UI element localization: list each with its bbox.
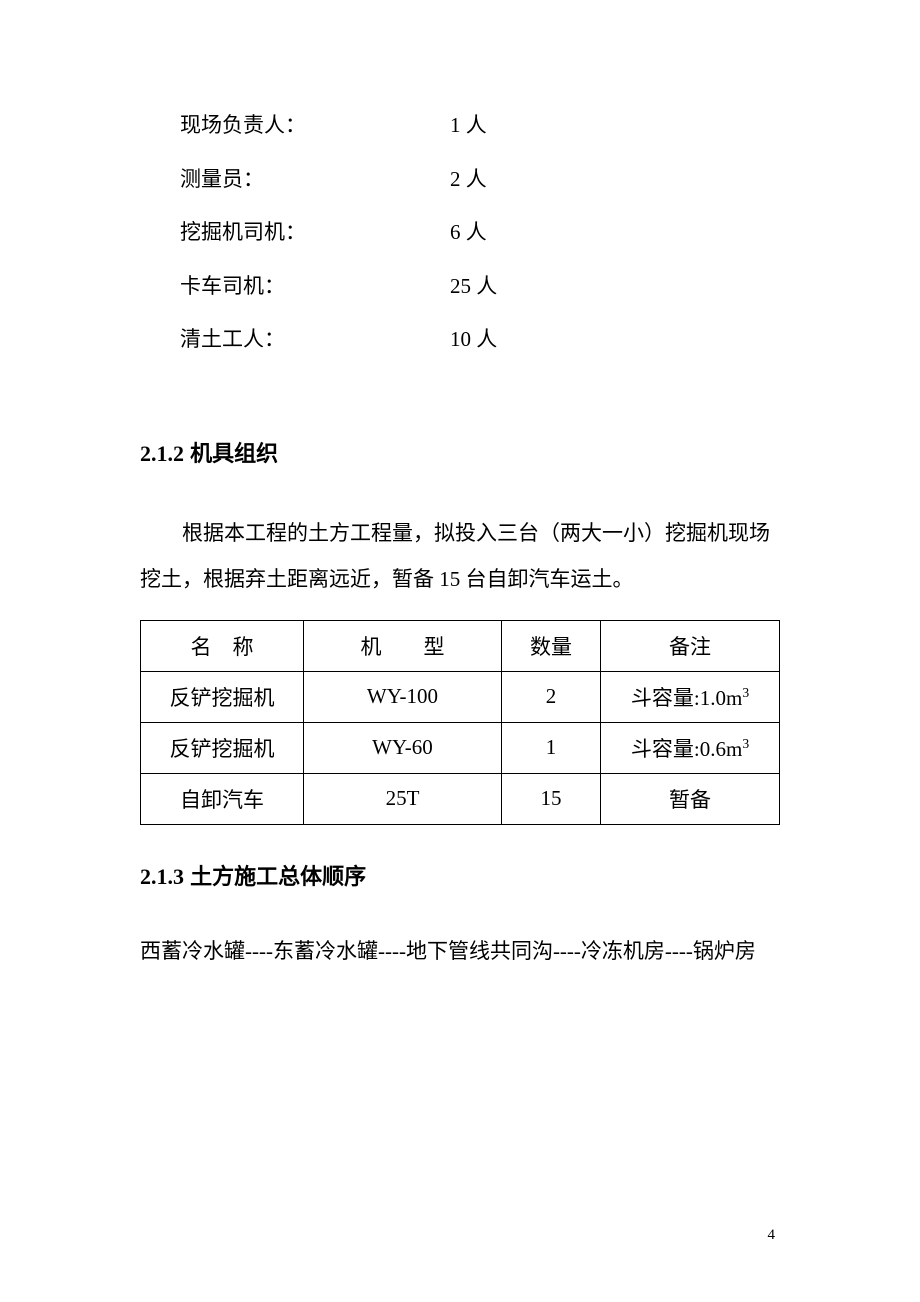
table-row: 自卸汽车 25T 15 暂备 xyxy=(141,773,780,824)
personnel-role: 清土工人： xyxy=(180,324,450,356)
td-qty: 15 xyxy=(502,773,601,824)
section-paragraph: 根据本工程的土方工程量，拟投入三台（两大一小）挖掘机现场挖土，根据弃土距离远近，… xyxy=(140,510,780,602)
table-row: 反铲挖掘机 WY-100 2 斗容量:1.0m3 xyxy=(141,671,780,722)
td-remark: 斗容量:1.0m3 xyxy=(601,671,780,722)
td-model: 25T xyxy=(303,773,501,824)
personnel-count: 2 人 xyxy=(450,164,550,196)
personnel-count: 10 人 xyxy=(450,324,550,356)
personnel-role: 卡车司机： xyxy=(180,271,450,303)
td-remark: 斗容量:0.6m3 xyxy=(601,722,780,773)
td-name: 自卸汽车 xyxy=(141,773,304,824)
personnel-count: 1 人 xyxy=(450,110,550,142)
sequence-text: 西蓄冷水罐----东蓄冷水罐----地下管线共同沟----冷冻机房----锅炉房 xyxy=(140,933,780,971)
td-remark: 暂备 xyxy=(601,773,780,824)
section-heading-213: 2.1.3 土方施工总体顺序 xyxy=(140,859,780,891)
personnel-count: 6 人 xyxy=(450,217,550,249)
personnel-role: 现场负责人： xyxy=(180,110,450,142)
personnel-role: 挖掘机司机： xyxy=(180,217,450,249)
td-model: WY-60 xyxy=(303,722,501,773)
personnel-row: 挖掘机司机： 6 人 xyxy=(180,217,780,249)
section-title: 机具组织 xyxy=(190,441,278,466)
th-model: 机 型 xyxy=(303,620,501,671)
th-remark: 备注 xyxy=(601,620,780,671)
equipment-table: 名 称 机 型 数量 备注 反铲挖掘机 WY-100 2 斗容量:1.0m3 反… xyxy=(140,620,780,825)
personnel-list: 现场负责人： 1 人 测量员： 2 人 挖掘机司机： 6 人 卡车司机： 25 … xyxy=(180,110,780,356)
th-name: 名 称 xyxy=(141,620,304,671)
section-number: 2.1.2 xyxy=(140,441,184,466)
table-header-row: 名 称 机 型 数量 备注 xyxy=(141,620,780,671)
personnel-row: 现场负责人： 1 人 xyxy=(180,110,780,142)
td-qty: 1 xyxy=(502,722,601,773)
personnel-count: 25 人 xyxy=(450,271,550,303)
td-model: WY-100 xyxy=(303,671,501,722)
table-row: 反铲挖掘机 WY-60 1 斗容量:0.6m3 xyxy=(141,722,780,773)
section-number: 2.1.3 xyxy=(140,864,184,889)
th-qty: 数量 xyxy=(502,620,601,671)
personnel-role: 测量员： xyxy=(180,164,450,196)
td-name: 反铲挖掘机 xyxy=(141,722,304,773)
personnel-row: 测量员： 2 人 xyxy=(180,164,780,196)
section-heading-212: 2.1.2 机具组织 xyxy=(140,436,780,468)
td-name: 反铲挖掘机 xyxy=(141,671,304,722)
section-title: 土方施工总体顺序 xyxy=(190,864,366,889)
td-qty: 2 xyxy=(502,671,601,722)
personnel-row: 清土工人： 10 人 xyxy=(180,324,780,356)
page-number: 4 xyxy=(768,1227,776,1244)
personnel-row: 卡车司机： 25 人 xyxy=(180,271,780,303)
